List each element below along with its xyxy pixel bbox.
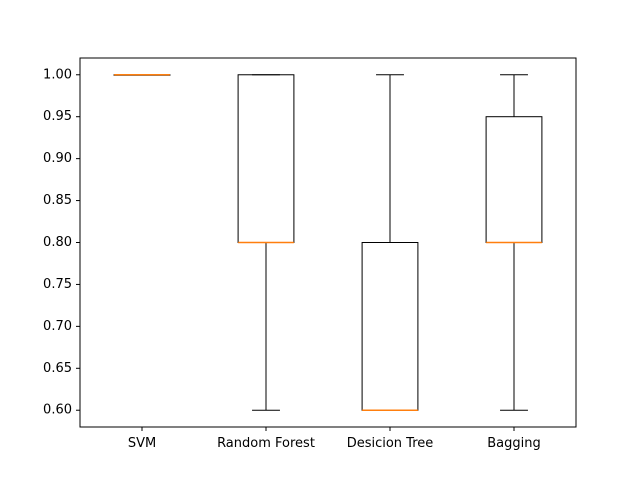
y-tick-label: 1.00 bbox=[43, 67, 72, 82]
y-tick-label: 0.70 bbox=[43, 319, 72, 334]
x-tick-label: SVM bbox=[128, 436, 156, 451]
y-axis: 0.60 0.65 0.70 0.75 0.80 0.85 0.90 0.95 1.00 bbox=[43, 67, 80, 418]
x-tick-label: Bagging bbox=[487, 436, 541, 451]
axes-frame bbox=[79, 57, 577, 428]
x-tick-label: Random Forest bbox=[217, 436, 315, 451]
y-tick-label: 0.85 bbox=[43, 193, 72, 208]
y-tick-label: 0.95 bbox=[43, 109, 72, 124]
box-random-forest bbox=[237, 74, 295, 411]
y-tick-label: 0.75 bbox=[43, 277, 72, 292]
x-axis: SVM Random Forest Desicion Tree Bagging bbox=[128, 427, 541, 451]
y-tick-label: 0.60 bbox=[43, 403, 72, 418]
y-tick-label: 0.65 bbox=[43, 361, 72, 376]
box-bagging bbox=[485, 74, 543, 411]
y-tick-label: 0.90 bbox=[43, 151, 72, 166]
y-tick-label: 0.80 bbox=[43, 235, 72, 250]
plot-area bbox=[113, 74, 543, 411]
box-desicion-tree bbox=[361, 74, 419, 411]
x-tick-label: Desicion Tree bbox=[347, 436, 434, 451]
box-svm bbox=[113, 74, 171, 76]
